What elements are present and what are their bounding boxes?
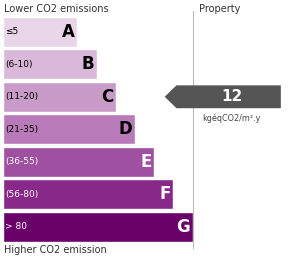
Polygon shape (165, 85, 281, 108)
Text: B: B (82, 55, 94, 73)
Text: Property: Property (199, 4, 240, 14)
Text: kgéqCO2/m².y: kgéqCO2/m².y (202, 114, 261, 123)
Text: (11-20): (11-20) (5, 92, 38, 101)
Bar (3, 212, 193, 242)
Bar (3, 114, 135, 144)
Text: (21-35): (21-35) (5, 125, 38, 134)
Bar (3, 49, 97, 79)
Text: (56-80): (56-80) (5, 190, 39, 199)
Text: > 80: > 80 (5, 222, 27, 231)
Text: G: G (176, 218, 190, 236)
Text: E: E (140, 153, 152, 171)
Bar (3, 82, 116, 112)
Text: (6-10): (6-10) (5, 60, 33, 69)
Bar (3, 179, 173, 209)
Bar (3, 147, 154, 177)
Text: C: C (101, 88, 113, 106)
Text: D: D (119, 120, 133, 138)
Text: (36-55): (36-55) (5, 157, 39, 166)
Text: 12: 12 (221, 89, 242, 104)
Text: ≤5: ≤5 (5, 27, 19, 36)
Text: F: F (160, 185, 171, 203)
Bar (3, 17, 77, 47)
Text: A: A (62, 23, 75, 41)
Text: Higher CO2 emission: Higher CO2 emission (4, 245, 107, 255)
Text: Lower CO2 emissions: Lower CO2 emissions (4, 4, 109, 14)
